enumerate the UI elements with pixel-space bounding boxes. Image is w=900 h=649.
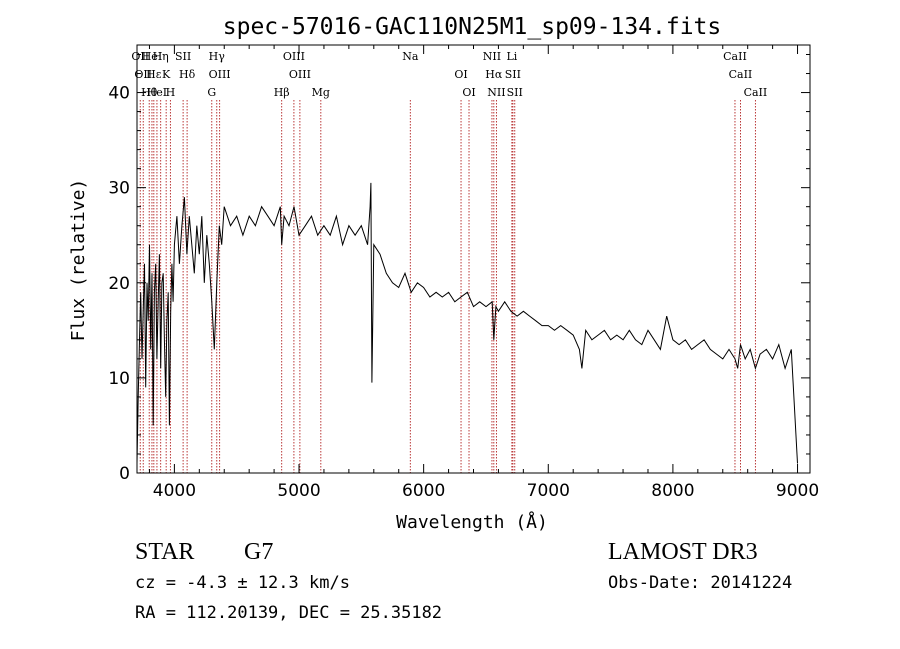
line-mark-label: CaII [729, 68, 753, 81]
line-mark-label: OIII [209, 68, 231, 81]
line-mark-label: HeI [142, 50, 162, 63]
line-mark-label: NII [487, 86, 505, 99]
x-tick-label: 8000 [651, 481, 694, 501]
line-mark-label: SII [175, 50, 191, 63]
line-mark-label: OIII [283, 50, 305, 63]
line-mark-label: Hα [485, 68, 503, 81]
line-mark-label: OI [462, 86, 475, 99]
line-labels-layer: OIIOIIHθHeIHεHeIHηKHSIIHδGHγOIIIHβOIIIOI… [131, 50, 767, 99]
redshift-velocity: cz = -4.3 ± 12.3 km/s [135, 573, 350, 593]
object-type: STAR [135, 539, 195, 565]
spectral-class: G7 [244, 539, 274, 565]
line-mark-label: Hδ [179, 68, 196, 81]
line-mark-label: OII [131, 50, 149, 63]
line-mark-label: H [166, 86, 176, 99]
line-mark-label: CaII [723, 50, 747, 63]
x-tick-label: 5000 [277, 481, 320, 501]
y-tick-label: 40 [108, 84, 130, 104]
line-mark-label: SII [507, 86, 523, 99]
x-tick-label: 4000 [153, 481, 196, 501]
line-mark-label: K [162, 68, 171, 81]
line-mark-label: OI [454, 68, 467, 81]
spectrum-line [136, 182, 798, 464]
line-mark-label: G [207, 86, 216, 99]
x-tick-label: 9000 [776, 481, 819, 501]
line-mark-label: Na [402, 50, 419, 63]
coordinates: RA = 112.20139, DEC = 25.35182 [135, 603, 443, 623]
line-mark-label: Hη [153, 50, 169, 63]
line-mark-label: Mg [312, 86, 330, 99]
y-tick-label: 20 [108, 274, 130, 294]
line-mark-label: Hθ [141, 86, 158, 99]
x-tick-label: 7000 [527, 481, 570, 501]
y-axis-ticks: 0 10 20 30 40 [108, 54, 810, 484]
line-mark-label: Hβ [274, 86, 290, 99]
x-tick-label: 6000 [402, 481, 445, 501]
line-mark-label: NII [483, 50, 501, 63]
line-mark-label: OII [134, 68, 152, 81]
plot-frame [136, 44, 811, 474]
line-mark-label: Hγ [209, 50, 226, 63]
y-tick-label: 30 [108, 179, 130, 199]
survey-name: LAMOST DR3 [608, 539, 758, 565]
line-mark-label: CaII [744, 86, 768, 99]
line-mark-label: SII [505, 68, 521, 81]
x-axis-label: Wavelength (Å) [396, 511, 548, 533]
y-tick-label: 10 [108, 369, 130, 389]
chart-title: spec-57016-GAC110N25M1_sp09-134.fits [223, 14, 722, 40]
observation-date: Obs-Date: 20141224 [608, 573, 793, 593]
x-axis-ticks: 4000 5000 6000 7000 8000 9000 [148, 45, 819, 501]
line-mark-label: Li [506, 50, 517, 63]
y-tick-label: 0 [119, 464, 130, 484]
line-marks-layer [139, 100, 756, 473]
line-mark-label: OIII [289, 68, 311, 81]
line-mark-label: HeI [147, 86, 167, 99]
y-axis-label: Flux (relative) [68, 179, 89, 342]
line-mark-label: Hε [146, 68, 162, 81]
